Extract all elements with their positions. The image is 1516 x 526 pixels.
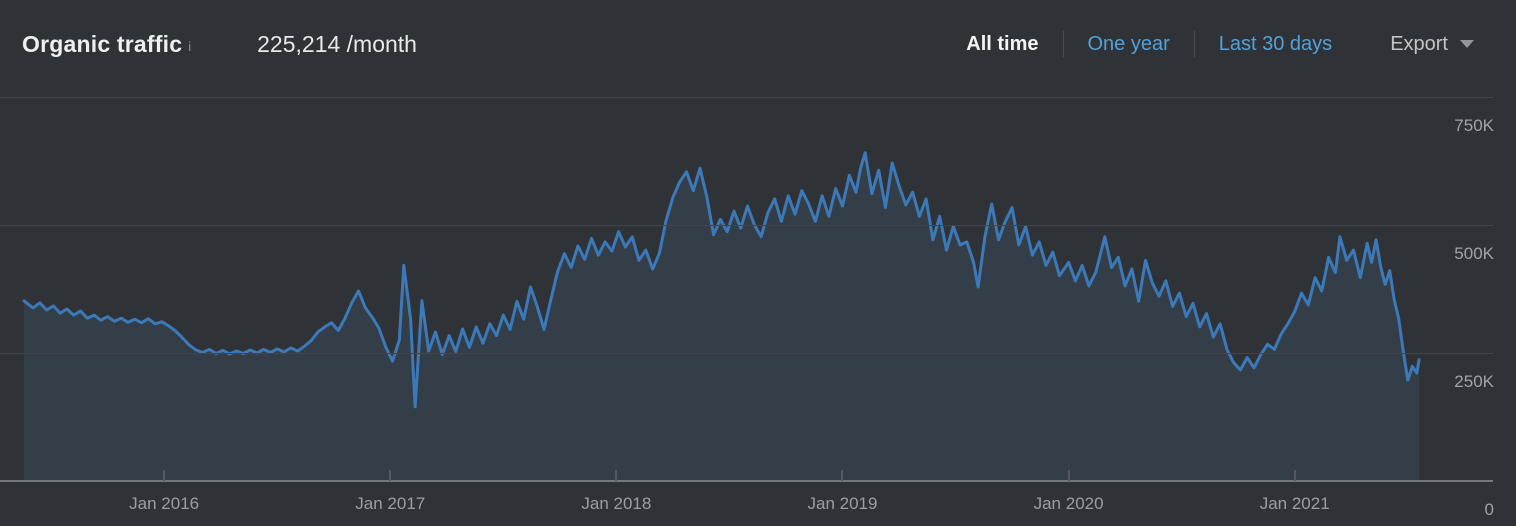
x-axis-tick xyxy=(163,470,166,481)
y-axis-label: 500K xyxy=(1454,244,1494,263)
gridline xyxy=(0,352,1493,354)
x-axis-label: Jan 2021 xyxy=(1259,494,1330,513)
caret-down-icon xyxy=(1460,40,1474,48)
x-axis-tick xyxy=(1067,470,1070,481)
x-axis-line xyxy=(0,480,1493,482)
x-axis-label: Jan 2017 xyxy=(355,494,426,513)
x-axis-tick xyxy=(1293,470,1296,481)
gridline xyxy=(0,224,1493,226)
traffic-value: 225,214 /month xyxy=(257,31,417,58)
header-title-group: Organic traffic i 225,214 /month xyxy=(22,31,417,58)
x-axis-label: Jan 2018 xyxy=(581,494,652,513)
chart-header: Organic traffic i 225,214 /month All tim… xyxy=(0,0,1516,88)
x-axis-label: Jan 2019 xyxy=(807,494,878,513)
info-icon[interactable]: i xyxy=(188,38,192,54)
traffic-value-number: 225,214 xyxy=(257,30,341,57)
y-axis-label: 0 xyxy=(1484,500,1494,519)
export-button[interactable]: Export xyxy=(1390,33,1474,56)
x-axis-tick xyxy=(389,470,392,481)
export-label: Export xyxy=(1390,32,1448,55)
x-axis-label: Jan 2016 xyxy=(129,494,200,513)
gridline xyxy=(0,96,1493,98)
traffic-line xyxy=(22,151,1421,409)
y-axis-label: 250K xyxy=(1454,372,1494,391)
x-axis-tick xyxy=(615,470,618,481)
y-axis-label: 750K xyxy=(1454,116,1494,135)
range-button-all-time[interactable]: All time xyxy=(966,32,1039,55)
traffic-value-unit: /month xyxy=(340,30,417,57)
range-divider xyxy=(1062,31,1064,57)
x-axis-tick xyxy=(841,470,844,481)
range-divider xyxy=(1193,31,1195,57)
x-axis-label: Jan 2020 xyxy=(1033,494,1104,513)
panel-title: Organic traffic xyxy=(22,30,183,57)
traffic-area-fill xyxy=(24,152,1420,482)
range-button-last-30-days[interactable]: Last 30 days xyxy=(1218,32,1333,55)
range-button-one-year[interactable]: One year xyxy=(1087,32,1170,55)
range-controls: All time One year Last 30 days Export xyxy=(966,31,1474,57)
